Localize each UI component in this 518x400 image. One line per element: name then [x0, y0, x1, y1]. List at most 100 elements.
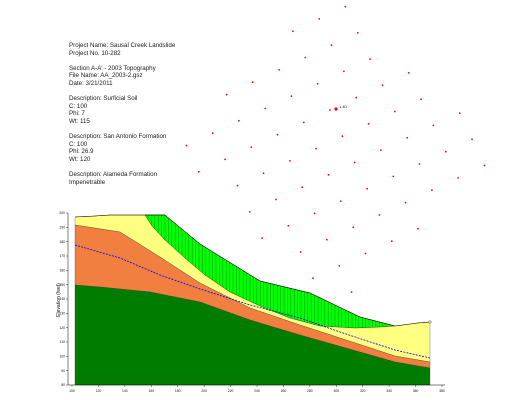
grid-point	[292, 30, 294, 33]
grid-point	[304, 56, 307, 59]
y-tick-label: 120	[59, 326, 65, 330]
grid-point	[369, 58, 371, 60]
slip-slices	[147, 215, 393, 328]
grid-point	[327, 173, 330, 176]
grid-point	[393, 110, 396, 113]
grid-point	[420, 98, 422, 101]
factor-of-safety-label: 1.40	[339, 104, 348, 109]
x-tick-label: 220	[228, 389, 234, 393]
grid-point	[250, 146, 253, 149]
info-line: Description: Surficial Soil	[69, 95, 138, 103]
grid-point	[432, 124, 435, 127]
info-line: C: 100	[69, 102, 88, 110]
slip-mass	[144, 214, 396, 329]
grid-point	[339, 200, 342, 203]
grid-point	[326, 238, 328, 241]
info-line: Impenetrable	[69, 178, 106, 186]
project-info-panel: Project Name: Sausal Creek Landslide Proj…	[69, 42, 249, 186]
grid-point	[350, 291, 353, 293]
x-tick-label: 100	[69, 389, 75, 393]
grid-point	[315, 147, 317, 150]
y-tick-label: 90	[61, 369, 65, 373]
grid-point	[290, 95, 293, 97]
grid-point	[224, 158, 226, 161]
y-axis-title: Elevation (feet)	[56, 283, 62, 317]
grid-point	[356, 31, 359, 34]
x-tick-label: 320	[360, 389, 366, 393]
y-tick-label: 190	[59, 226, 65, 230]
grid-point	[248, 211, 251, 213]
y-tick-label: 100	[59, 355, 65, 359]
grid-point	[355, 96, 358, 99]
x-tick-label: 160	[148, 389, 154, 393]
grid-point	[261, 237, 263, 240]
grid-point	[390, 240, 393, 243]
grid-point	[289, 160, 291, 162]
grid-point	[381, 84, 384, 87]
grid-point	[341, 135, 344, 138]
grid-point	[380, 149, 382, 152]
x-tick-label: 280	[307, 389, 313, 393]
grid-point	[404, 201, 407, 204]
y-tick-label: 170	[59, 254, 65, 258]
grid-point	[367, 123, 370, 125]
grid-point	[406, 136, 409, 139]
y-tick-label: 130	[59, 312, 65, 316]
grid-point	[312, 277, 314, 280]
grid-point	[444, 150, 447, 153]
x-tick-label: 300	[333, 389, 339, 393]
y-tick-label: 110	[60, 340, 66, 344]
x-tick-label: 240	[254, 389, 260, 393]
grid-point	[344, 5, 347, 8]
info-line: Section A-A' - 2003 Topography	[69, 64, 156, 72]
grid-point	[318, 18, 321, 20]
grid-point	[364, 252, 367, 255]
grid-point	[366, 187, 368, 190]
info-line: Phi: 7	[69, 110, 85, 118]
info-line: Description: San Antonio Formation	[69, 133, 167, 141]
grid-point	[329, 109, 331, 111]
grid-point	[185, 144, 188, 147]
y-tick-label: 180	[59, 240, 65, 244]
ground-surface-line	[74, 214, 431, 327]
x-tick-label: 260	[281, 389, 287, 393]
grid-point	[301, 186, 304, 189]
x-tick-label: 120	[96, 389, 102, 393]
y-tick-label: 140	[59, 297, 65, 301]
info-line: Wt: 120	[69, 155, 91, 163]
info-line: File Name: AA_2003-2.gsz	[69, 72, 143, 80]
water-table-line	[74, 244, 431, 359]
y-tick-label: 80	[61, 383, 65, 387]
grid-point	[313, 212, 316, 215]
grid-point	[418, 163, 421, 165]
grid-point	[457, 177, 459, 179]
x-tick-label: 200	[201, 389, 207, 393]
grid-point	[287, 224, 290, 227]
grid-point	[352, 226, 355, 229]
grid-point	[378, 214, 381, 216]
x-tick-label: 380	[439, 389, 445, 393]
y-axis-ticks: 200 190 180 170 160 150 140 130 120 110 100 90 80	[59, 211, 68, 387]
info-line: Date: 3/21/2011	[69, 79, 113, 87]
grid-point	[330, 44, 333, 47]
grid-point	[251, 81, 254, 84]
grid-point	[197, 170, 200, 173]
x-axis-ticks: 100 120 140 160 180 200 220 240 260 280 300 320 340 3…	[69, 385, 445, 393]
info-line: Phi: 26.9	[69, 148, 94, 156]
x-tick-label: 180	[175, 389, 181, 393]
info-line: Description: Alameda Formation	[69, 171, 158, 179]
grid-point	[338, 265, 341, 267]
grid-point	[238, 119, 240, 122]
grid-point	[211, 132, 214, 135]
grid-point	[236, 184, 239, 187]
info-line: Project No. 10-282	[69, 49, 121, 57]
y-tick-label: 160	[59, 269, 65, 273]
toe-marker	[428, 320, 432, 324]
info-line: C: 100	[69, 140, 88, 148]
x-tick-label: 140	[122, 389, 128, 393]
critical-center-point	[334, 107, 338, 111]
grid-point	[262, 172, 265, 175]
grid-point	[264, 107, 267, 110]
grid-point	[316, 82, 319, 85]
grid-point	[471, 138, 473, 141]
